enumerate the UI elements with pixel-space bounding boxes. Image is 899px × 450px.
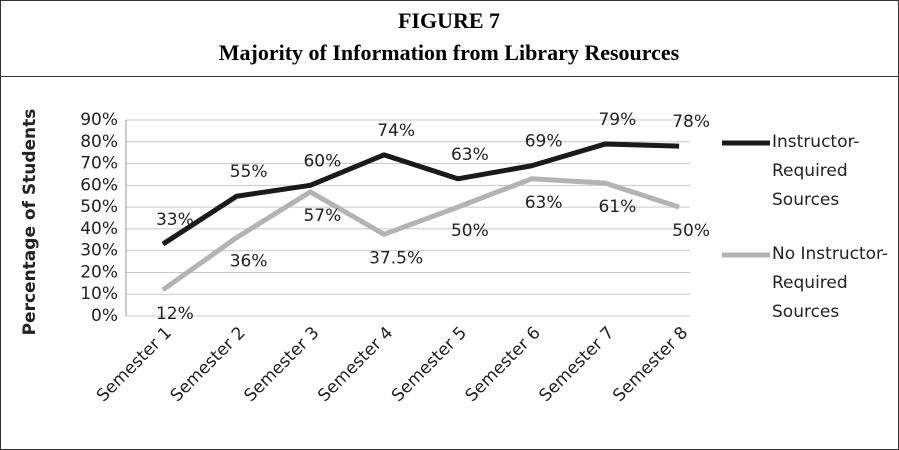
legend-label: No Instructor-Required Sources (772, 244, 889, 322)
data-label: 63% (525, 193, 563, 213)
data-label: 57% (303, 206, 341, 226)
data-label: 36% (230, 252, 268, 272)
y-tick-label: 70% (80, 154, 118, 174)
data-label: 33% (156, 210, 194, 230)
data-label: 74% (377, 121, 415, 141)
y-tick-label: 90% (80, 110, 118, 130)
y-tick-label: 20% (80, 262, 118, 282)
data-label: 37.5% (369, 248, 423, 268)
x-tick-label: Semester 5 (388, 323, 471, 406)
y-axis-label: Percentage of Students (20, 109, 40, 336)
data-label: 55% (230, 162, 268, 182)
y-tick-label: 50% (80, 197, 118, 217)
chart-title: FIGURE 7 (398, 8, 500, 33)
y-tick-label: 10% (80, 284, 118, 304)
x-tick-label: Semester 8 (609, 323, 692, 406)
data-label: 50% (672, 221, 710, 241)
x-tick-label: Semester 4 (314, 323, 397, 406)
legend-label: Instructor-Required Sources (772, 132, 860, 210)
data-label: 12% (156, 304, 194, 324)
series-line (161, 141, 680, 247)
data-label: 78% (672, 112, 710, 132)
x-tick-label: Semester 3 (240, 323, 323, 406)
data-label: 61% (598, 197, 636, 217)
x-tick-label: Semester 6 (462, 323, 545, 406)
data-label: 50% (451, 221, 489, 241)
data-label: 69% (525, 132, 563, 152)
x-tick-label: Semester 1 (93, 323, 176, 406)
data-label: 60% (303, 151, 341, 171)
chart-title: Majority of Information from Library Res… (219, 40, 680, 65)
x-tick-label: Semester 2 (167, 323, 250, 406)
x-tick-label: Semester 7 (535, 323, 618, 406)
series-line (161, 176, 680, 292)
y-tick-label: 80% (80, 132, 118, 152)
y-tick-label: 30% (80, 241, 118, 261)
y-tick-label: 60% (80, 175, 118, 195)
y-tick-label: 40% (80, 219, 118, 239)
data-label: 63% (451, 145, 489, 165)
y-tick-label: 0% (91, 306, 118, 326)
data-label: 79% (598, 110, 636, 130)
